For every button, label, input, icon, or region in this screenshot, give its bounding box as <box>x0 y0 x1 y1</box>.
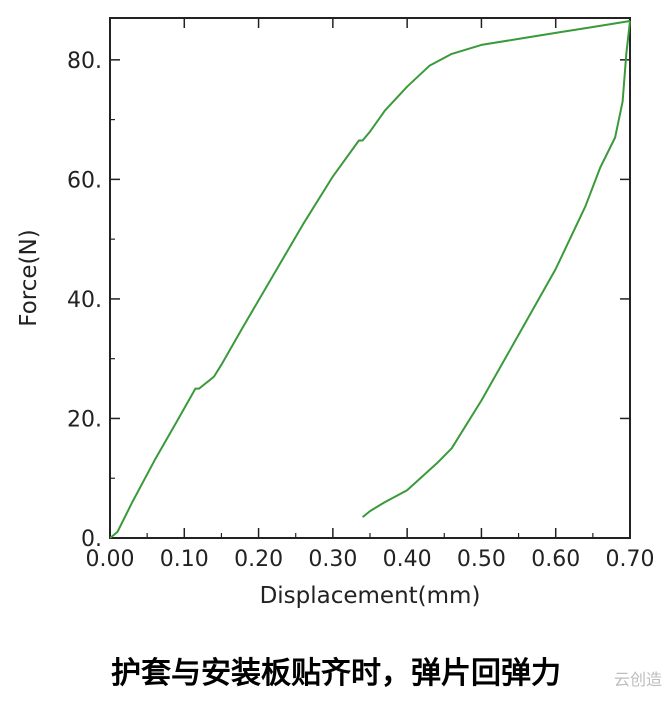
x-tick-label: 0.50 <box>457 547 506 572</box>
force-displacement-chart: 0.00 0.10 0.20 0.30 0.40 0.50 0.60 0.70 0. 20. 40.… <box>16 17 654 609</box>
y-tick-label: 40. <box>67 288 102 313</box>
x-tick-label: 0.20 <box>234 547 283 572</box>
unloading-curve <box>361 20 631 518</box>
x-tick-label: 0.60 <box>531 547 580 572</box>
y-tick-label: 0. <box>81 527 102 552</box>
x-tick-label: 0.40 <box>383 547 432 572</box>
loading-curve <box>109 20 631 539</box>
x-tick-label: 0.70 <box>606 547 655 572</box>
x-tick-label: 0.30 <box>308 547 357 572</box>
y-tick-label: 20. <box>67 407 102 432</box>
y-tick-label: 80. <box>67 49 102 74</box>
y-tick-label: 60. <box>67 168 102 193</box>
plot-frame <box>109 17 631 539</box>
ticks: 0.00 0.10 0.20 0.30 0.40 0.50 0.60 0.70 0. 20. 40.… <box>67 18 654 572</box>
watermark: 云创造 <box>613 670 662 689</box>
x-tick-label: 0.10 <box>160 547 209 572</box>
x-axis-label: Displacement(mm) <box>260 583 481 609</box>
series-layer <box>109 20 631 539</box>
chart-caption: 护套与安装板贴齐时，弹片回弹力 <box>111 656 561 691</box>
x-tick-label: 0.00 <box>86 547 135 572</box>
y-axis-label: Force(N) <box>16 229 42 326</box>
